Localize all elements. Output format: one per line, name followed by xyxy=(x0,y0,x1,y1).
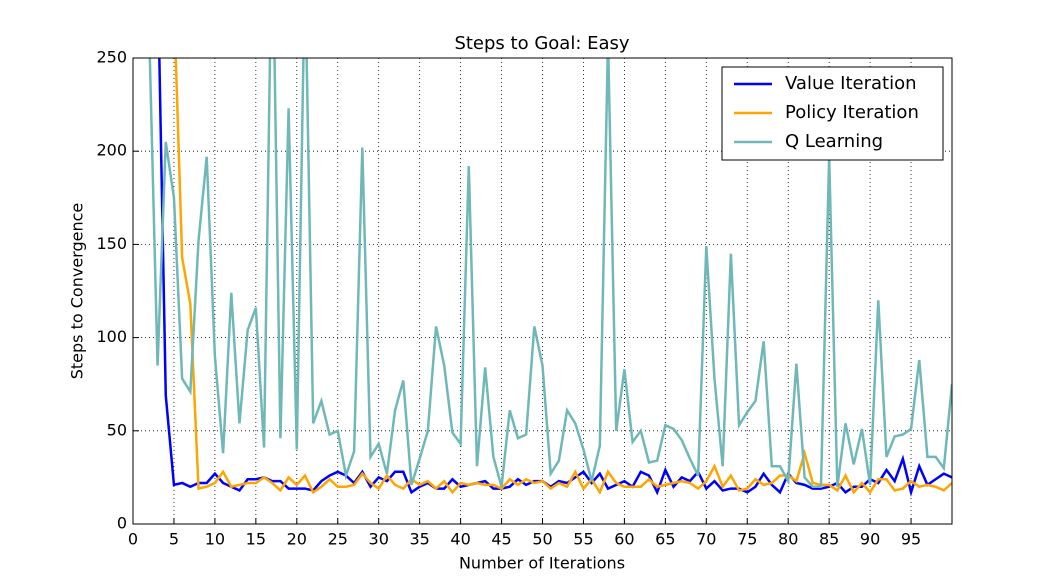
plot-frame xyxy=(132,57,953,525)
plot-area xyxy=(148,58,952,497)
y-tick-label: 0 xyxy=(117,514,127,533)
x-tick-label: 10 xyxy=(205,530,225,549)
y-tick-label: 50 xyxy=(107,420,127,439)
x-tick-label: 35 xyxy=(409,530,429,549)
x-tick-label: 70 xyxy=(696,530,716,549)
x-tick-label: 45 xyxy=(491,530,511,549)
x-tick-label: 50 xyxy=(532,530,552,549)
x-axis-label: Number of Iterations xyxy=(459,554,625,573)
x-tick-label: 25 xyxy=(328,530,348,549)
series-line xyxy=(174,58,952,496)
x-tick-label: 85 xyxy=(819,530,839,549)
x-tick-label: 80 xyxy=(778,530,798,549)
y-tick-label: 250 xyxy=(96,48,127,67)
y-axis-label: Steps to Convergence xyxy=(68,203,87,380)
chart-title: Steps to Goal: Easy xyxy=(454,33,629,54)
x-tick-label: 15 xyxy=(246,530,266,549)
y-tick-label: 150 xyxy=(96,234,127,253)
series-line xyxy=(148,58,952,488)
x-tick-label: 90 xyxy=(860,530,880,549)
x-tick-label: 60 xyxy=(614,530,634,549)
x-tick-label: 30 xyxy=(369,530,389,549)
x-tick-label: 40 xyxy=(450,530,470,549)
x-tick-label: 5 xyxy=(169,530,179,549)
x-tick-label: 0 xyxy=(128,530,138,549)
x-tick-label: 20 xyxy=(287,530,307,549)
x-tick-label: 95 xyxy=(901,530,921,549)
x-tick-label: 65 xyxy=(655,530,675,549)
legend-label: Value Iteration xyxy=(785,73,917,94)
x-tick-label: 75 xyxy=(737,530,757,549)
legend-label: Policy Iteration xyxy=(785,102,919,123)
y-tick-label: 200 xyxy=(96,141,127,160)
x-tick-label: 55 xyxy=(573,530,593,549)
legend-label: Q Learning xyxy=(785,131,883,152)
y-tick-label: 100 xyxy=(96,327,127,346)
